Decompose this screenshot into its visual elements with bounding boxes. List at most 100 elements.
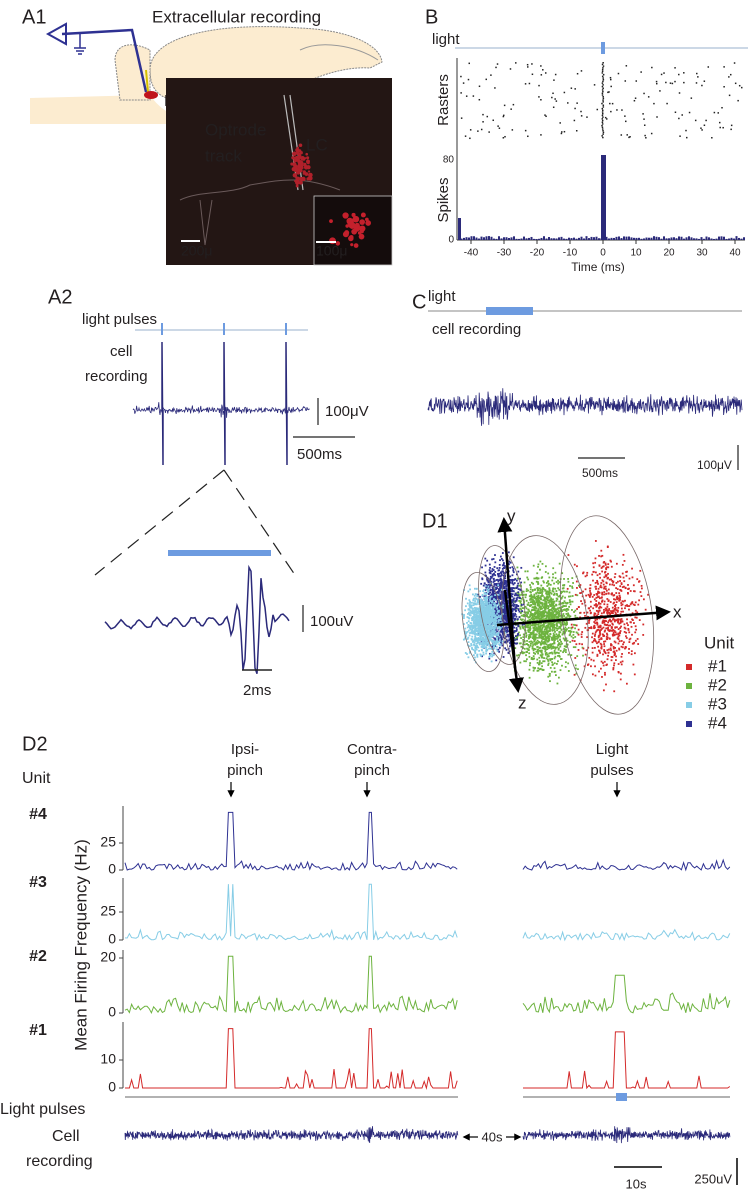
hist-bar xyxy=(636,238,638,240)
cluster-point xyxy=(639,619,641,621)
raster-dot xyxy=(625,121,627,123)
cluster-point xyxy=(605,627,607,629)
cluster-point xyxy=(557,683,559,685)
cluster-point xyxy=(525,612,527,614)
inset-cell xyxy=(359,219,365,225)
cluster-point xyxy=(592,633,594,635)
cluster-point xyxy=(548,577,550,579)
cluster-point xyxy=(548,584,550,586)
cluster-point xyxy=(552,615,554,617)
light-bar xyxy=(486,307,533,315)
cluster-point xyxy=(498,588,500,590)
cluster-point xyxy=(588,622,590,624)
cluster-point xyxy=(512,613,514,615)
cluster-point xyxy=(580,600,582,602)
raster-dot xyxy=(561,131,563,133)
cluster-point xyxy=(484,625,486,627)
raster-dot xyxy=(722,127,724,129)
cluster-point xyxy=(543,626,545,628)
cluster-point xyxy=(617,607,619,609)
cluster-point xyxy=(531,658,533,660)
cluster-point xyxy=(603,609,605,611)
label: Rasters xyxy=(435,74,452,126)
cluster-point xyxy=(633,584,635,586)
raster-dot xyxy=(527,136,529,138)
raster-dot xyxy=(643,118,645,120)
cluster-point xyxy=(617,633,619,635)
cluster-point xyxy=(599,577,601,579)
cluster-point xyxy=(558,609,560,611)
raster-dot xyxy=(695,120,697,122)
cluster-point xyxy=(584,627,586,629)
cluster-point xyxy=(603,641,605,643)
cluster-point xyxy=(537,566,539,568)
raster-dot xyxy=(663,72,665,74)
cluster-point xyxy=(593,621,595,623)
cluster-point xyxy=(489,635,491,637)
raster-dot xyxy=(499,127,501,129)
cluster-point xyxy=(614,653,616,655)
cluster-point xyxy=(540,598,542,600)
cluster-point xyxy=(586,636,588,638)
cluster-point xyxy=(511,587,513,589)
cluster-point xyxy=(469,601,471,603)
cluster-point xyxy=(471,631,473,633)
raster-dot xyxy=(603,79,605,81)
hist-bar xyxy=(528,238,530,240)
cluster-point xyxy=(537,631,539,633)
cluster-point xyxy=(501,630,503,632)
cluster-point xyxy=(538,641,540,643)
cluster-point xyxy=(559,627,561,629)
cluster-point xyxy=(590,606,592,608)
cluster-point xyxy=(603,591,605,593)
cluster-point xyxy=(470,612,472,614)
cluster-point xyxy=(619,640,621,642)
cluster-point xyxy=(545,638,547,640)
raster-dot xyxy=(678,118,680,120)
cluster-point xyxy=(533,596,535,598)
cluster-point xyxy=(494,566,496,568)
cluster-point xyxy=(600,603,602,605)
cluster-point xyxy=(529,641,531,643)
cluster-point xyxy=(493,620,495,622)
cluster-point xyxy=(542,653,544,655)
cluster-point xyxy=(558,601,560,603)
cluster-point xyxy=(482,590,484,592)
label: light pulses xyxy=(82,311,157,328)
raster-dot xyxy=(612,103,614,105)
cluster-point xyxy=(539,569,541,571)
cluster-point xyxy=(591,574,593,576)
cluster-point xyxy=(494,594,496,596)
cluster-point xyxy=(542,599,544,601)
raster-dot xyxy=(477,130,479,132)
cluster-point xyxy=(615,631,617,633)
cluster-point xyxy=(617,611,619,613)
raster-dot xyxy=(640,71,642,73)
cluster-point xyxy=(559,646,561,648)
cluster-point xyxy=(507,640,509,642)
cluster-point xyxy=(526,600,528,602)
hist-bar xyxy=(543,236,545,240)
cluster-point xyxy=(538,637,540,639)
cluster-point xyxy=(532,602,534,604)
cluster-point xyxy=(601,594,603,596)
cluster-point xyxy=(571,609,573,611)
raster-dot xyxy=(602,116,604,118)
cluster-point xyxy=(556,581,558,583)
cluster-point xyxy=(482,618,484,620)
cluster-point xyxy=(512,570,514,572)
cluster-point xyxy=(472,626,474,628)
cluster-point xyxy=(465,631,467,633)
cluster-point xyxy=(593,626,595,628)
cluster-point xyxy=(465,598,467,600)
cluster-point xyxy=(604,620,606,622)
cluster-point xyxy=(567,588,569,590)
raster-dot xyxy=(723,66,725,68)
raster-dot xyxy=(603,105,605,107)
raster-dot xyxy=(666,103,668,105)
raster-dot xyxy=(602,101,604,103)
cluster-point xyxy=(471,602,473,604)
cluster-point xyxy=(597,574,599,576)
hist-bar xyxy=(596,237,598,240)
x-tick-label: -20 xyxy=(530,248,545,259)
